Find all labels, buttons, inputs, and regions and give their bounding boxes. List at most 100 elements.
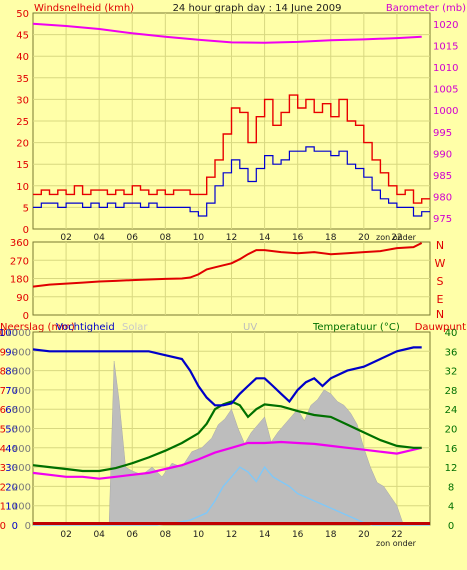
y-tick-label: 8 — [448, 482, 454, 493]
solar-tick-label: 400 — [12, 444, 31, 455]
x-tick-label: 20 — [358, 530, 370, 540]
sunset-note-bottom: zon onder — [376, 539, 417, 548]
x-tick-label: 22 — [391, 530, 402, 540]
y-tick-label: 4 — [448, 502, 454, 513]
rain-tick-label: 9 — [0, 347, 6, 358]
rain-tick-label: 7 — [0, 386, 6, 397]
rain-tick-label: 10 — [0, 328, 6, 339]
humidity-tick-label: 50 — [5, 425, 18, 436]
direction-letter-w: W — [435, 257, 446, 270]
rain-tick-label: 6 — [0, 405, 6, 416]
direction-axis-ticks: 0 90 180 270 360 — [10, 238, 29, 322]
x-tick-label: 14 — [259, 530, 271, 540]
barometer-tick-label: 975 — [433, 214, 452, 225]
dewpoint-line — [32, 440, 422, 480]
temperature-axis-ticks: 0 4 8 12 16 20 24 28 32 36 40 — [445, 328, 458, 532]
solar-tick-label: 700 — [12, 386, 31, 397]
dewpoint-axis-title: Dauwpunt — [415, 322, 466, 333]
x-tick-label: 18 — [325, 530, 337, 540]
x-tick-label: 10 — [193, 233, 205, 243]
x-tick-label: 22 — [391, 233, 402, 243]
barometer-axis-title: Barometer (mb) — [386, 3, 466, 14]
x-tick-label: 10 — [193, 530, 205, 540]
humidity-axis-title: Vochtigheid — [56, 322, 115, 333]
direction-letter-s: S — [437, 275, 444, 288]
y-tick-label: 35 — [16, 74, 29, 85]
humidity-tick-label: 0 — [12, 521, 18, 532]
solar-tick-label: 500 — [12, 425, 31, 436]
x-tick-label: 08 — [160, 530, 172, 540]
barometer-line — [32, 22, 422, 44]
y-tick-label: 28 — [445, 386, 458, 397]
solar-tick-label: 200 — [12, 482, 31, 493]
solar-tick-label: 1000 — [6, 328, 31, 339]
solar-tick-label: 100 — [12, 502, 31, 513]
y-tick-label: 25 — [16, 117, 29, 128]
solar-tick-label: 0 — [25, 521, 31, 532]
x-tick-label: 06 — [127, 233, 139, 243]
direction-letter-n-top: N — [436, 239, 444, 252]
time-axis-ticks-bottom: 02 04 06 08 10 12 14 16 18 20 22 — [60, 530, 402, 540]
x-tick-label: 04 — [93, 233, 105, 243]
y-tick-label: 24 — [445, 405, 458, 416]
rain-axis-title: Neerslag (mm) — [0, 322, 75, 333]
temperature-axis-title: Temperatuur (°C) — [312, 322, 400, 333]
y-tick-label: 40 — [445, 328, 458, 339]
direction-letter-e: E — [437, 293, 444, 306]
y-tick-label: 270 — [10, 256, 29, 267]
x-tick-label: 08 — [160, 233, 172, 243]
y-tick-label: 16 — [445, 444, 458, 455]
y-tick-label: 0 — [23, 311, 29, 322]
y-tick-label: 20 — [16, 139, 29, 150]
humidity-tick-label: 10 — [5, 502, 18, 513]
y-tick-label: 10 — [16, 182, 29, 193]
barometer-tick-label: 985 — [433, 171, 452, 182]
y-tick-label: 45 — [16, 31, 29, 42]
x-tick-label: 14 — [259, 233, 271, 243]
barometer-tick-label: 1015 — [433, 41, 458, 52]
temperature-line — [32, 400, 422, 473]
rain-tick-label: 5 — [0, 425, 6, 436]
humidity-tick-label: 70 — [5, 386, 18, 397]
y-tick-label: 180 — [10, 275, 29, 286]
humidity-tick-label: 20 — [5, 482, 18, 493]
humidity-tick-label: 100 — [0, 328, 18, 339]
barometer-tick-label: 1020 — [433, 20, 458, 31]
rain-tick-label: 0 — [0, 521, 6, 532]
barometer-tick-label: 980 — [433, 193, 452, 204]
x-tick-label: 12 — [226, 233, 237, 243]
x-tick-label: 16 — [292, 233, 304, 243]
rain-tick-label: 8 — [0, 367, 6, 378]
rain-tick-label: 3 — [0, 463, 6, 474]
y-tick-label: 0 — [448, 521, 454, 532]
y-tick-label: 360 — [10, 238, 29, 249]
x-tick-label: 18 — [325, 233, 337, 243]
y-tick-label: 90 — [16, 293, 29, 304]
x-tick-label: 06 — [127, 530, 139, 540]
x-tick-label: 02 — [60, 530, 71, 540]
humidity-tick-label: 40 — [5, 444, 18, 455]
y-tick-label: 50 — [16, 9, 29, 20]
y-tick-label: 0 — [23, 225, 29, 236]
solar-tick-label: 300 — [12, 463, 31, 474]
barometer-tick-label: 1010 — [433, 63, 458, 74]
barometer-axis-ticks: 975 980 985 990 995 1000 1005 1010 1015 1020 — [433, 20, 458, 225]
barometer-tick-label: 995 — [433, 128, 452, 139]
wind-gust-line — [33, 94, 430, 204]
rain-tick-label: 1 — [0, 502, 6, 513]
y-tick-label: 32 — [445, 367, 458, 378]
barometer-tick-label: 1005 — [433, 85, 458, 96]
wind-barometer-series — [32, 22, 430, 217]
y-tick-label: 20 — [445, 425, 458, 436]
humidity-tick-label: 90 — [5, 347, 18, 358]
wind-speed-line — [33, 146, 430, 217]
wind-direction-line — [32, 242, 423, 288]
wind-axis-title: Windsnelheid (kmh) — [34, 3, 134, 14]
y-tick-label: 36 — [445, 347, 458, 358]
uv-line — [33, 465, 430, 526]
solar-tick-label: 900 — [12, 347, 31, 358]
wind-axis-ticks: 0 5 10 15 20 25 30 35 40 45 50 — [16, 9, 29, 236]
